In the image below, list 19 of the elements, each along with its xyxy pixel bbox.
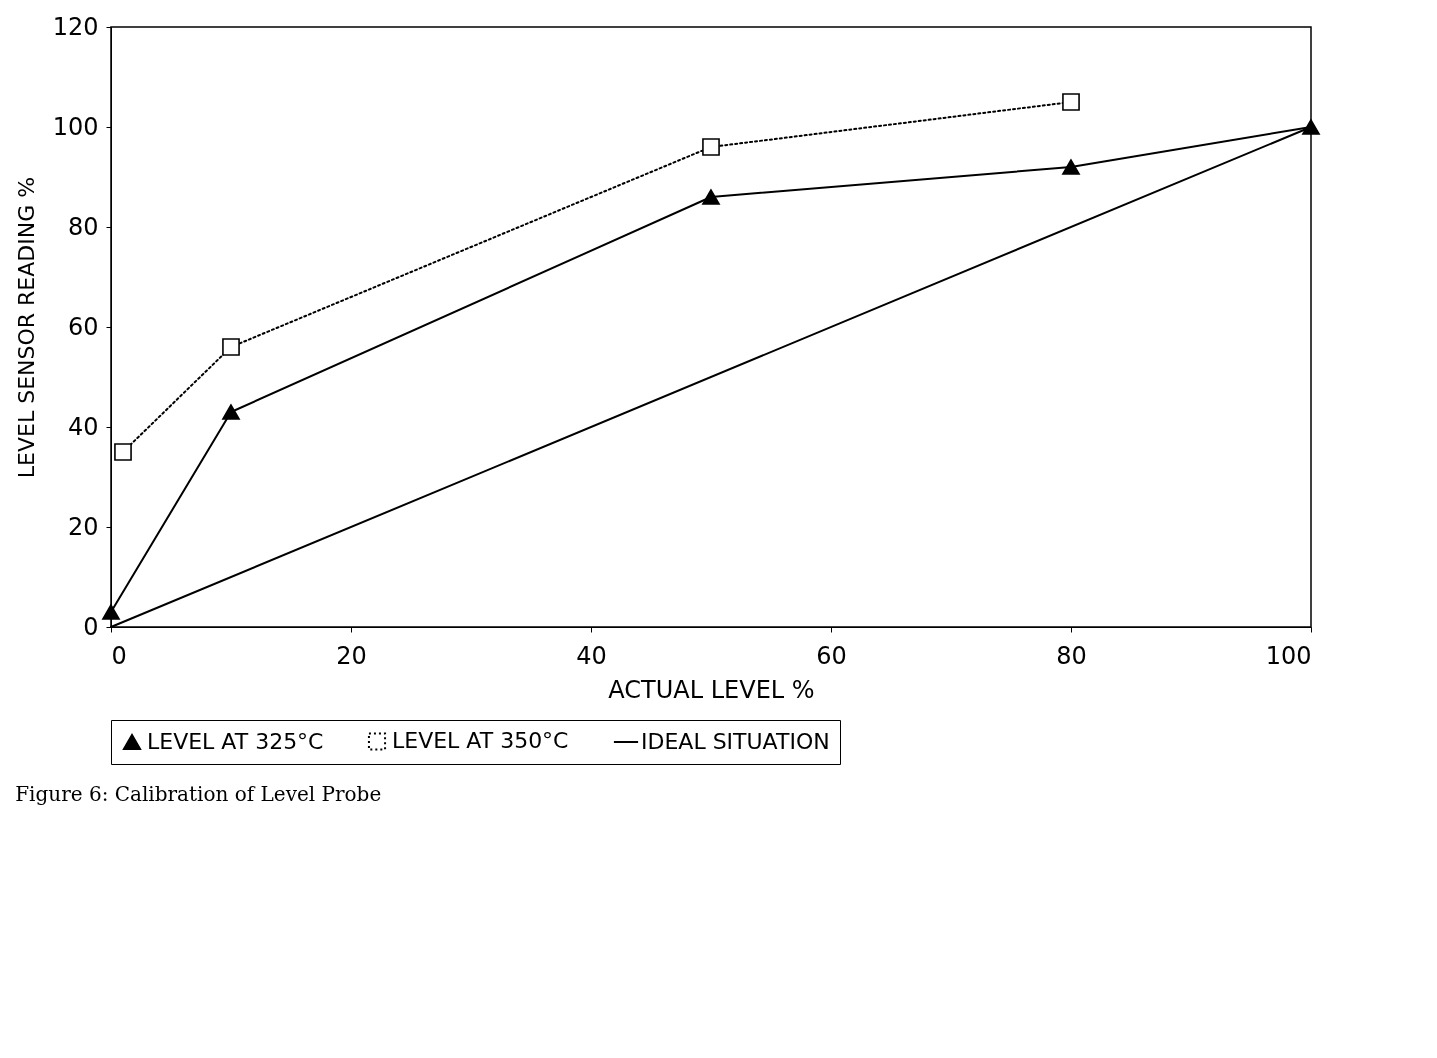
y-axis-title: LEVEL SENSOR READING % <box>13 176 39 479</box>
x-tick-label: 80 <box>1056 641 1087 670</box>
y-tick-label: 40 <box>67 412 99 441</box>
legend-label: LEVEL AT 325°C <box>147 729 324 754</box>
x-axis-title: ACTUAL LEVEL % <box>608 675 815 704</box>
legend-label: LEVEL AT 350°C <box>392 728 569 754</box>
y-tick-label: 100 <box>52 112 99 141</box>
legend-label: IDEAL SITUATION <box>641 729 830 754</box>
x-tick-label: 100 <box>1265 641 1312 670</box>
y-tick-label: 120 <box>52 12 99 41</box>
x-tick-label: 0 <box>111 641 127 670</box>
y-tick-label: 80 <box>67 212 99 241</box>
x-tick-label: 40 <box>576 641 607 670</box>
x-tick-label: 20 <box>336 641 367 670</box>
y-tick-label: 0 <box>83 612 99 641</box>
y-tick-label: 20 <box>67 512 99 541</box>
caption: Figure 6: Calibration of Level Probe <box>15 781 382 806</box>
y-tick-label: 60 <box>67 312 99 341</box>
x-tick-label: 60 <box>816 641 847 670</box>
